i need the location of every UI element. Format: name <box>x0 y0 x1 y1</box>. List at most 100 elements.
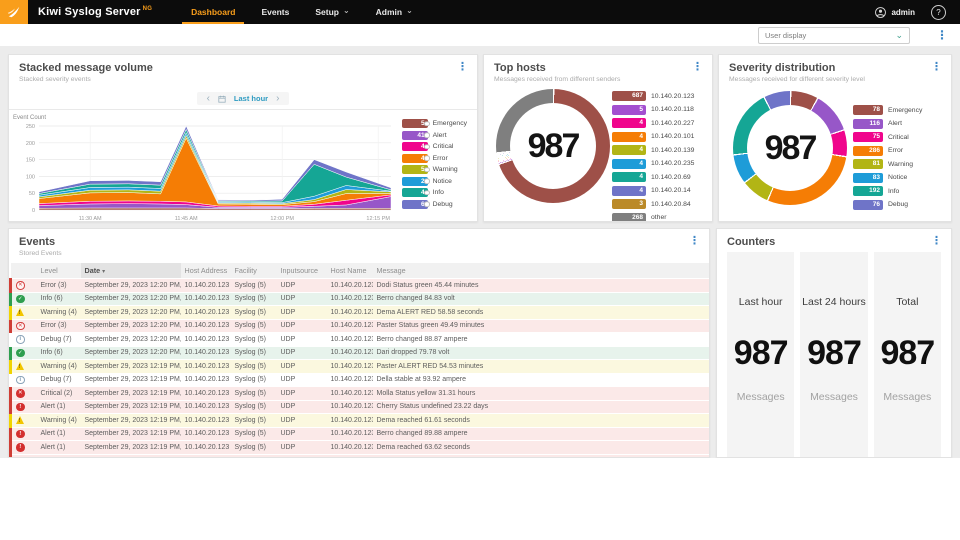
column-header-host-name[interactable]: Host Name <box>326 263 373 279</box>
panel-menu-icon[interactable]: ⋮ <box>689 235 700 247</box>
panel-menu-icon[interactable]: ⋮ <box>692 61 703 73</box>
legend-value-badge: 5 <box>401 165 428 174</box>
panel-title: Events <box>19 236 56 248</box>
legend-item[interactable]: 116 Alert <box>853 118 922 129</box>
counter-unit: Messages <box>883 391 932 403</box>
event-row[interactable]: Warning (4)September 29, 2023 12:19 PM, … <box>9 359 709 373</box>
legend-item[interactable]: 5 10.140.20.118 <box>612 104 694 115</box>
legend-item[interactable]: 2 Notice <box>401 176 467 186</box>
legend-item[interactable]: 4 10.140.20.69 <box>612 172 694 182</box>
legend-label: 10.140.20.235 <box>651 160 695 167</box>
counters-panel: Counters ⋮ Last hour 987 Messages Last 24 h… <box>716 228 952 458</box>
panel-title: Severity distribution <box>729 62 836 74</box>
dashboard-area: Stacked message volume Stacked severity … <box>0 46 960 458</box>
user-display-select[interactable]: User display ⌄ <box>758 26 910 44</box>
legend-item[interactable]: 75 Critical <box>853 132 922 142</box>
event-row[interactable]: Warning (4)September 29, 2023 12:19 PM, … <box>9 413 709 427</box>
svg-text:150: 150 <box>26 158 35 164</box>
time-range-label[interactable]: Last hour <box>233 94 269 103</box>
counter-unit: Messages <box>810 391 858 403</box>
prev-range-button[interactable]: ‹ <box>206 92 210 104</box>
panel-menu-icon[interactable]: ⋮ <box>931 235 942 247</box>
legend-item[interactable]: 6 Debug <box>401 199 467 209</box>
legend-item[interactable]: 76 Debug <box>853 199 922 210</box>
legend-value-badge: 41 <box>401 130 428 140</box>
nav-item-admin[interactable]: Admin ⌄ <box>375 5 413 18</box>
next-range-button[interactable]: › <box>276 92 280 104</box>
column-header-message[interactable]: Message <box>372 263 709 279</box>
event-row[interactable]: Warning (4)September 29, 2023 12:20 PM, … <box>9 305 709 319</box>
column-header-level[interactable]: Level <box>36 263 81 279</box>
event-row[interactable]: ✓Info (6)September 29, 2023 12:20 PM, 1.… <box>9 292 709 306</box>
solarwinds-logo[interactable] <box>0 0 28 24</box>
nav-item-setup[interactable]: Setup ⌄ <box>315 5 350 18</box>
help-button[interactable]: ? <box>931 4 946 20</box>
events-table-header: Level Date ▾ Host Address Facility Inputsour… <box>10 263 709 279</box>
legend-value-badge: 78 <box>853 105 883 115</box>
legend-item[interactable]: 4 10.140.20.235 <box>612 158 695 169</box>
event-row[interactable]: ✕Error (3)September 29, 2023 12:20 PM, 1… <box>9 319 709 333</box>
legend-item[interactable]: 83 Notice <box>853 172 922 183</box>
legend-item[interactable]: 4 10.140.20.139 <box>612 145 694 155</box>
sort-desc-icon: ▾ <box>102 269 106 275</box>
nav-item-dashboard[interactable]: Dashboard <box>178 0 248 24</box>
column-header-icon[interactable] <box>10 263 37 279</box>
event-row[interactable]: ✓Info (6)September 29, 2023 12:20 PM, 1.… <box>9 346 709 360</box>
legend-item[interactable]: 286 Error <box>853 145 922 156</box>
legend-item[interactable]: 4 Info <box>401 188 467 197</box>
legend-item[interactable]: 4 10.140.20.14 <box>612 185 694 196</box>
event-row[interactable]: !Alert (1)September 29, 2023 12:19 PM, 1… <box>9 440 709 454</box>
legend-value-badge: 5 <box>401 119 428 128</box>
legend-item[interactable]: 4 Critical <box>401 142 467 151</box>
panel-menu-icon[interactable]: ⋮ <box>457 61 468 73</box>
event-row[interactable]: !Alert (1)September 29, 2023 12:19 PM, 1… <box>9 427 709 441</box>
event-row[interactable]: ✕Error (3)September 29, 2023 12:20 PM, 1… <box>9 278 709 292</box>
top-hosts-panel: Top hosts Messages received from differe… <box>483 54 713 222</box>
legend-item[interactable]: 4 10.140.20.227 <box>612 118 694 128</box>
event-row[interactable]: ✕ Critical (2) September 29, 2023 12:19 PM… <box>9 386 709 400</box>
legend-item[interactable]: 4 Error <box>401 153 467 163</box>
app-title-text: Kiwi Syslog Server <box>38 6 141 18</box>
legend-item[interactable]: 41 Alert <box>401 130 467 140</box>
column-header-date[interactable]: Date ▾ <box>80 263 181 279</box>
legend-item[interactable]: 192 Info <box>853 186 922 196</box>
counter-value: 987 <box>807 334 862 372</box>
counter-value: 987 <box>880 334 935 372</box>
counter-label: Total <box>896 296 919 308</box>
legend-item[interactable]: 81 Warning <box>853 159 922 169</box>
top-hosts-donut-chart: 987 <box>496 89 610 203</box>
legend-value-badge: 5 <box>612 104 646 115</box>
user-menu[interactable]: admin <box>875 6 915 18</box>
event-row[interactable]: !Alert (1)September 29, 2023 12:19 PM, 1… <box>9 400 709 414</box>
legend-item[interactable]: 5 Warning <box>401 165 467 174</box>
svg-text:12:15 PM: 12:15 PM <box>366 216 390 222</box>
column-header-inputsource[interactable]: Inputsource <box>276 263 327 279</box>
calendar-icon <box>218 95 226 103</box>
legend-item[interactable]: 687 10.140.20.123 <box>612 91 694 101</box>
legend-item[interactable]: 3 10.140.20.84 <box>612 199 694 209</box>
svg-text:250: 250 <box>26 124 35 130</box>
event-row[interactable]: !Alert (1)September 29, 2023 12:19 PM, 1… <box>9 454 709 457</box>
column-header-host-address[interactable]: Host Address <box>180 263 231 279</box>
legend-label: other <box>651 214 667 221</box>
legend-label: Alert <box>432 131 447 139</box>
legend-value-badge: 2 <box>401 176 428 186</box>
stacked-chart-legend: 5 Emergency 41 Alert 4 Critical 4 Error 5 Warning… <box>401 119 467 211</box>
page-menu-icon[interactable]: ⋮ <box>936 27 948 42</box>
legend-item[interactable]: 5 Emergency <box>401 119 467 128</box>
legend-item[interactable]: 78 Emergency <box>853 105 922 115</box>
alert-icon: ! <box>16 429 25 438</box>
panel-menu-icon[interactable]: ⋮ <box>931 61 942 73</box>
legend-label: Alert <box>888 120 902 127</box>
alert-icon: ! <box>16 402 25 411</box>
legend-item[interactable]: 4 10.140.20.101 <box>612 131 694 142</box>
user-icon <box>875 6 887 18</box>
nav-item-events[interactable]: Events <box>261 7 290 17</box>
legend-label: 10.140.20.227 <box>651 119 695 127</box>
column-header-facility[interactable]: Facility <box>230 263 277 279</box>
error-icon: ✕ <box>16 321 25 330</box>
legend-item[interactable]: 268 other <box>612 212 694 221</box>
user-display-value: User display <box>765 30 807 40</box>
